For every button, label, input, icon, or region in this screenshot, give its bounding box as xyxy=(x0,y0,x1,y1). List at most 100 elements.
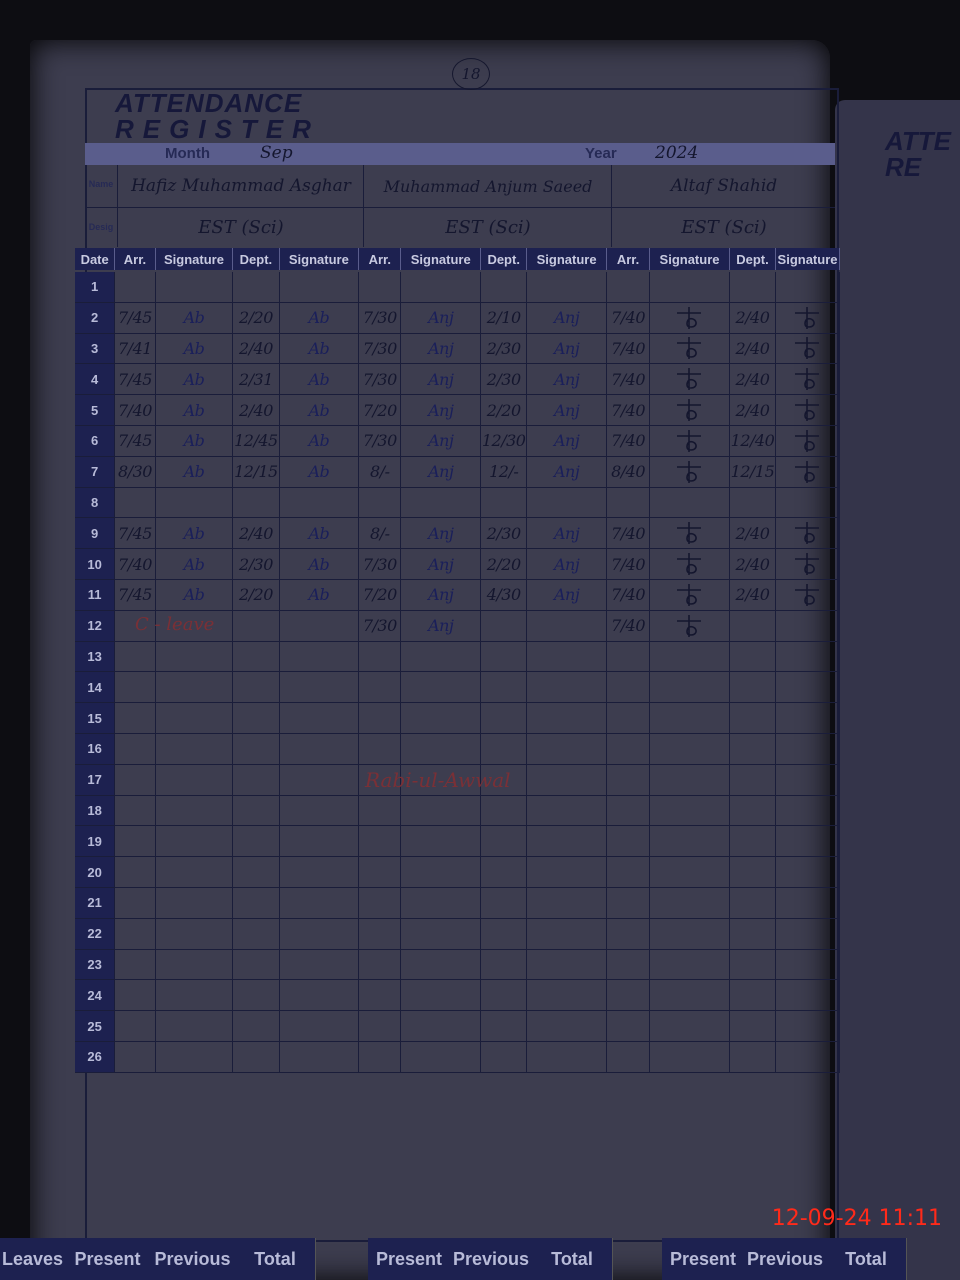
signature-arrival xyxy=(156,487,234,518)
signature-arrival xyxy=(650,1041,730,1072)
table-row: 21 xyxy=(75,887,840,919)
signature-arrival xyxy=(650,949,730,980)
arrival-time xyxy=(115,980,156,1011)
arrival-time: 7/40 xyxy=(607,364,651,395)
signature-arrival: Ab xyxy=(156,579,234,610)
signature-arrival xyxy=(156,887,234,918)
signature-arrival: Anj xyxy=(401,610,482,641)
signature-arrival xyxy=(650,703,730,733)
signature-arrival xyxy=(156,764,234,795)
arrival-time xyxy=(607,703,651,733)
footer-total: Total xyxy=(826,1238,907,1280)
arrival-time: 7/30 xyxy=(359,549,402,579)
signature-mark-icon xyxy=(676,614,701,637)
date-cell: 10 xyxy=(75,549,116,579)
date-cell: 5 xyxy=(75,395,116,425)
signature-departure: Ab xyxy=(280,425,360,456)
signature-departure xyxy=(527,703,607,733)
arrival-time xyxy=(359,857,402,887)
arrival-time xyxy=(115,918,156,949)
signature-departure: Anj xyxy=(527,425,607,456)
date-cell: 23 xyxy=(75,949,116,980)
arrival-time: 8/- xyxy=(359,518,402,549)
departure-time: 2/30 xyxy=(481,518,528,549)
staff-name-3: Altaf Shahid xyxy=(611,165,836,207)
signature-departure xyxy=(280,795,360,826)
page-number: 18 xyxy=(452,58,490,90)
date-cell: 25 xyxy=(75,1011,116,1041)
date-cell: 9 xyxy=(75,518,116,549)
departure-time xyxy=(233,487,280,518)
departure-time xyxy=(730,1041,777,1072)
column-header-1: Arr. xyxy=(115,248,156,270)
column-header-6: Signature xyxy=(401,248,482,270)
signature-departure xyxy=(280,733,360,764)
register-title: ATTENDANCE REGISTER xyxy=(115,90,320,142)
departure-time xyxy=(730,672,777,703)
name-label: Name xyxy=(88,179,114,189)
arrival-time: 8/- xyxy=(359,456,402,487)
arrival-time: 7/45 xyxy=(115,302,156,333)
departure-time xyxy=(233,641,280,672)
departure-time: 12/45 xyxy=(233,425,280,456)
departure-time xyxy=(730,949,777,980)
column-header-9: Arr. xyxy=(607,248,651,270)
signature-mark-icon xyxy=(794,553,819,576)
signature-departure xyxy=(776,703,840,733)
signature-departure xyxy=(776,456,840,487)
table-row: 22 xyxy=(75,918,840,950)
departure-time xyxy=(233,733,280,764)
signature-arrival xyxy=(650,610,730,641)
arrival-time xyxy=(359,980,402,1011)
title-line-2: REGISTER xyxy=(115,114,320,144)
arrival-time xyxy=(115,826,156,857)
arrival-time: 8/40 xyxy=(607,456,651,487)
signature-arrival xyxy=(401,733,482,764)
signature-departure xyxy=(280,672,360,703)
signature-departure xyxy=(776,887,840,918)
next-title-2: RE xyxy=(885,152,922,182)
departure-time xyxy=(481,1041,528,1072)
signature-mark-icon xyxy=(676,583,701,606)
desig-label: Desig xyxy=(88,222,114,232)
attendance-table: 1 2 7/45 Ab 2/20 Ab 7/30 Anj 2/10 Anj 7/40 2/40 3 7/4… xyxy=(75,272,840,1073)
signature-departure xyxy=(776,333,840,364)
departure-time xyxy=(481,641,528,672)
signature-arrival: Ab xyxy=(156,456,234,487)
signature-arrival xyxy=(650,641,730,672)
signature-departure xyxy=(527,826,607,857)
arrival-time xyxy=(359,487,402,518)
signature-departure: Ab xyxy=(280,579,360,610)
arrival-time xyxy=(607,980,651,1011)
table-row: 8 xyxy=(75,487,840,519)
departure-time xyxy=(233,918,280,949)
arrival-time xyxy=(607,733,651,764)
signature-arrival: Anj xyxy=(401,364,482,395)
register-page xyxy=(30,40,830,1280)
signature-arrival xyxy=(401,980,482,1011)
signature-departure xyxy=(776,487,840,518)
departure-time xyxy=(233,795,280,826)
arrival-time xyxy=(607,1011,651,1041)
footer-total: Total xyxy=(235,1238,316,1280)
departure-time xyxy=(233,610,280,641)
signature-mark-icon xyxy=(676,306,701,329)
departure-time xyxy=(730,272,777,302)
signature-departure: Anj xyxy=(527,364,607,395)
signature-arrival xyxy=(156,826,234,857)
signature-departure: Ab xyxy=(280,302,360,333)
date-cell: 4 xyxy=(75,364,116,395)
date-cell: 11 xyxy=(75,579,116,610)
departure-time: 2/20 xyxy=(233,579,280,610)
arrival-time xyxy=(359,672,402,703)
arrival-time xyxy=(115,795,156,826)
arrival-time xyxy=(115,487,156,518)
signature-departure xyxy=(280,1041,360,1072)
departure-time xyxy=(233,1041,280,1072)
departure-time xyxy=(233,764,280,795)
arrival-time xyxy=(359,949,402,980)
departure-time xyxy=(481,949,528,980)
signature-arrival xyxy=(650,918,730,949)
signature-arrival xyxy=(650,487,730,518)
departure-time xyxy=(730,795,777,826)
